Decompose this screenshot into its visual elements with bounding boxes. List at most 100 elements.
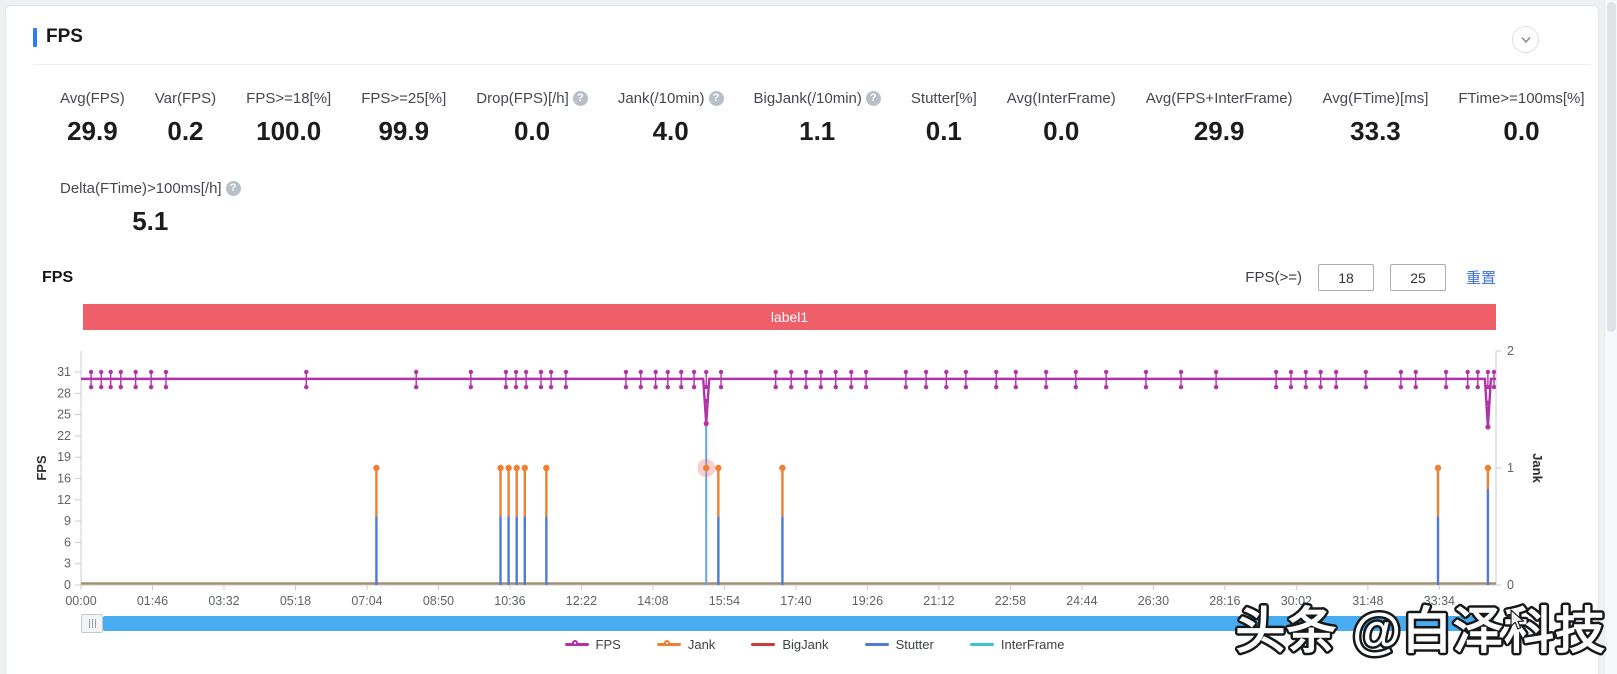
svg-text:16: 16 bbox=[57, 472, 71, 486]
help-icon[interactable]: ? bbox=[572, 91, 588, 106]
svg-text:03:32: 03:32 bbox=[208, 594, 239, 608]
stat-item: Avg(FPS) 29.9 bbox=[60, 90, 125, 147]
legend-marker bbox=[969, 643, 994, 646]
panel-header: FPS bbox=[33, 26, 83, 48]
svg-text:05:18: 05:18 bbox=[280, 594, 311, 608]
chart-label-text: label1 bbox=[770, 309, 809, 325]
legend-marker bbox=[751, 643, 776, 646]
stat-value: 29.9 bbox=[67, 116, 118, 146]
stat-label: Avg(InterFrame) bbox=[1006, 90, 1116, 107]
svg-text:15:54: 15:54 bbox=[709, 594, 740, 608]
fps-threshold-input-high[interactable] bbox=[1389, 264, 1446, 291]
svg-text:30:02: 30:02 bbox=[1281, 594, 1312, 608]
svg-text:Jank: Jank bbox=[1530, 453, 1545, 483]
help-icon[interactable]: ? bbox=[708, 91, 724, 106]
fps-threshold-input-low[interactable] bbox=[1317, 264, 1374, 291]
legend-item-fps[interactable]: FPS bbox=[564, 637, 621, 652]
stat-label: Var(FPS) bbox=[154, 90, 217, 107]
stat-value: 0.0 bbox=[1503, 116, 1540, 146]
stat-value: 1.1 bbox=[799, 116, 836, 146]
legend-marker bbox=[656, 639, 681, 646]
svg-text:22: 22 bbox=[57, 429, 71, 443]
svg-text:31: 31 bbox=[57, 365, 71, 379]
stat-value: 99.9 bbox=[378, 116, 430, 146]
help-icon[interactable]: ? bbox=[865, 91, 881, 106]
legend-label: Stutter bbox=[895, 637, 934, 652]
stat-label: Stutter[%] bbox=[910, 90, 977, 107]
svg-text:33:34: 33:34 bbox=[1424, 594, 1455, 608]
page-scrollbar bbox=[1604, 0, 1617, 674]
svg-text:00:00: 00:00 bbox=[65, 594, 96, 608]
svg-text:0: 0 bbox=[64, 578, 71, 592]
svg-text:22:58: 22:58 bbox=[995, 594, 1026, 608]
svg-text:25: 25 bbox=[57, 408, 71, 422]
svg-text:28:16: 28:16 bbox=[1209, 594, 1240, 608]
svg-text:9: 9 bbox=[64, 514, 71, 528]
help-icon[interactable]: ? bbox=[225, 181, 241, 196]
svg-text:01:46: 01:46 bbox=[137, 594, 168, 608]
stat-item: Drop(FPS)[/h]? 0.0 bbox=[476, 90, 588, 147]
fps-threshold-filter: FPS(>=) 重置 bbox=[1245, 264, 1496, 291]
stat-item: Avg(FPS+InterFrame) 29.9 bbox=[1146, 90, 1293, 147]
svg-text:26:30: 26:30 bbox=[1138, 594, 1169, 608]
collapse-button[interactable] bbox=[1512, 26, 1539, 53]
legend-item-stutter[interactable]: Stutter bbox=[864, 637, 934, 652]
page-scrollbar-thumb[interactable] bbox=[1607, 2, 1616, 332]
chevron-down-icon bbox=[1521, 36, 1530, 43]
stat-label: Drop(FPS)[/h]? bbox=[476, 90, 588, 107]
stat-item: Delta(FTime)>100ms[/h]? 5.1 bbox=[60, 180, 241, 237]
legend-label: FPS bbox=[595, 637, 621, 652]
fps-threshold-label: FPS(>=) bbox=[1245, 269, 1302, 286]
stat-label: Avg(FPS) bbox=[60, 90, 125, 107]
stat-value: 33.3 bbox=[1350, 116, 1401, 146]
accent-bar bbox=[33, 27, 37, 47]
stat-label: Delta(FTime)>100ms[/h]? bbox=[60, 180, 241, 197]
svg-text:19:26: 19:26 bbox=[852, 594, 883, 608]
svg-text:31:48: 31:48 bbox=[1352, 594, 1383, 608]
stat-label: FPS>=18[%] bbox=[246, 90, 332, 107]
legend-marker bbox=[864, 643, 889, 646]
legend-item-bigjank[interactable]: BigJank bbox=[751, 637, 829, 652]
chart-range-scrollbar[interactable] bbox=[103, 616, 1494, 631]
svg-text:21:12: 21:12 bbox=[923, 594, 954, 608]
stat-item: Jank(/10min)? 4.0 bbox=[618, 90, 724, 147]
stat-label: FPS>=25[%] bbox=[361, 90, 447, 107]
svg-text:28: 28 bbox=[57, 386, 71, 400]
svg-text:0: 0 bbox=[1507, 578, 1514, 592]
stat-label: FTime>=100ms[%] bbox=[1458, 90, 1585, 107]
reset-link[interactable]: 重置 bbox=[1465, 270, 1496, 287]
stat-label: Avg(FPS+InterFrame) bbox=[1145, 90, 1293, 107]
legend-label: BigJank bbox=[782, 637, 829, 652]
svg-text:14:08: 14:08 bbox=[637, 594, 668, 608]
legend-label: InterFrame bbox=[1000, 637, 1065, 652]
chart-legend: FPS Jank BigJank Stutter InterFrame bbox=[6, 637, 1617, 652]
stat-value: 5.1 bbox=[132, 206, 169, 236]
stat-item: Var(FPS) 0.2 bbox=[155, 90, 216, 147]
stat-value: 0.0 bbox=[513, 116, 551, 146]
legend-item-interframe[interactable]: InterFrame bbox=[969, 637, 1065, 652]
svg-text:2: 2 bbox=[1507, 344, 1514, 358]
stat-value: 29.9 bbox=[1193, 116, 1245, 146]
stat-label: Jank(/10min)? bbox=[618, 90, 724, 107]
svg-text:12:22: 12:22 bbox=[566, 594, 597, 608]
svg-text:24:44: 24:44 bbox=[1066, 594, 1097, 608]
fps-panel: FPS Avg(FPS) 29.9 Var(FPS) 0.2 FPS>=18[%] 100… bbox=[5, 5, 1599, 674]
stat-item: Avg(FTime)[ms] 33.3 bbox=[1323, 90, 1429, 147]
stat-item: FPS>=25[%] 99.9 bbox=[361, 90, 446, 147]
svg-text:10:36: 10:36 bbox=[494, 594, 525, 608]
stat-value: 100.0 bbox=[256, 116, 322, 146]
stat-item: BigJank(/10min)? 1.1 bbox=[754, 90, 881, 147]
stat-value: 0.1 bbox=[925, 116, 962, 146]
chart-label-banner: label1 bbox=[83, 304, 1496, 330]
chart-range-handle[interactable] bbox=[81, 614, 103, 633]
panel-title: FPS bbox=[46, 26, 83, 47]
legend-marker bbox=[564, 639, 589, 646]
svg-text:08:50: 08:50 bbox=[423, 594, 454, 608]
legend-item-jank[interactable]: Jank bbox=[656, 637, 715, 652]
chart-header: FPS FPS(>=) 重置 bbox=[42, 264, 1496, 291]
stat-label: Avg(FTime)[ms] bbox=[1322, 90, 1429, 107]
header-divider bbox=[33, 64, 1591, 65]
stat-value: 0.0 bbox=[1043, 116, 1080, 146]
stats-row-2: Delta(FTime)>100ms[/h]? 5.1 bbox=[60, 180, 241, 237]
